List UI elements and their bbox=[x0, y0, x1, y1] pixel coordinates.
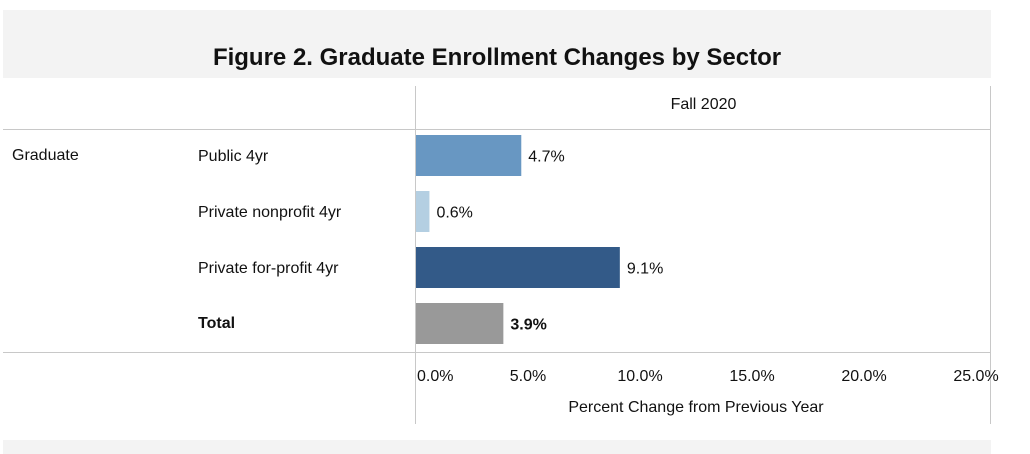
data-label-total: 3.9% bbox=[510, 317, 546, 334]
bar-private-nonprofit-4yr bbox=[416, 191, 430, 232]
row-label-public-4yr: Public 4yr bbox=[198, 148, 269, 165]
right-border bbox=[990, 86, 991, 424]
header-divider bbox=[3, 129, 991, 130]
data-label-private-for-profit-4yr: 9.1% bbox=[627, 261, 663, 278]
axis-line bbox=[415, 86, 416, 424]
column-header: Fall 2020 bbox=[670, 96, 737, 113]
data-label-public-4yr: 4.7% bbox=[528, 149, 564, 166]
x-tick-label: 0.0% bbox=[417, 368, 453, 385]
bar-public-4yr bbox=[416, 135, 522, 176]
group-label: Graduate bbox=[12, 147, 79, 164]
bottom-band bbox=[3, 440, 991, 454]
x-tick-label: 20.0% bbox=[841, 368, 886, 385]
row-label-private-nonprofit-4yr: Private nonprofit 4yr bbox=[198, 204, 342, 221]
x-tick-label: 15.0% bbox=[729, 368, 774, 385]
x-axis-title: Percent Change from Previous Year bbox=[568, 399, 824, 416]
chart-title: Figure 2. Graduate Enrollment Changes by… bbox=[212, 44, 782, 71]
x-tick-label: 10.0% bbox=[617, 368, 662, 385]
data-label-private-nonprofit-4yr: 0.6% bbox=[436, 205, 472, 222]
row-label-private-for-profit-4yr: Private for-profit 4yr bbox=[198, 260, 339, 277]
row-label-total: Total bbox=[198, 315, 236, 332]
bar-private-for-profit-4yr bbox=[416, 247, 620, 288]
footer-divider bbox=[3, 352, 991, 353]
x-tick-label: 5.0% bbox=[510, 368, 546, 385]
bar-total bbox=[416, 303, 504, 344]
title-band bbox=[3, 10, 991, 78]
x-tick-label: 25.0% bbox=[953, 368, 998, 385]
